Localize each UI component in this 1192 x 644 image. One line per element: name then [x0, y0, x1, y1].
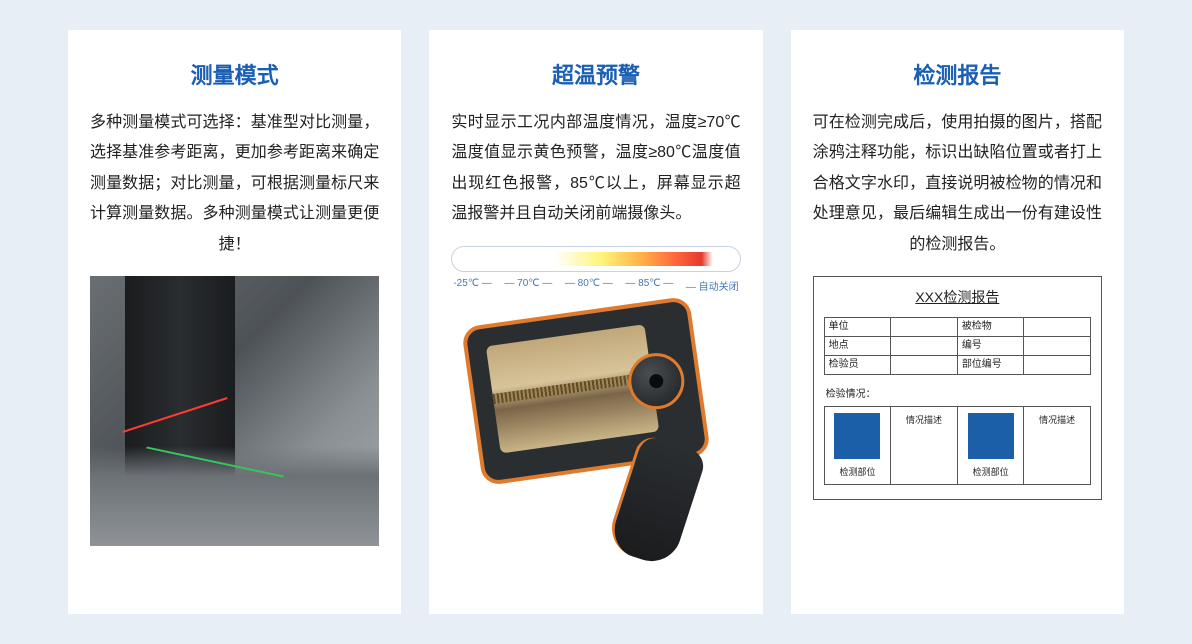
card-title: 超温预警 — [451, 58, 740, 90]
inspection-device-image — [451, 301, 740, 531]
card-title: 测量模式 — [90, 58, 379, 90]
table-row: 地点 编号 — [824, 336, 1090, 355]
card-inspection-report: 检测报告 可在检测完成后，使用拍摄的图片，搭配涂鸦注释功能，标识出缺陷位置或者打… — [791, 30, 1124, 614]
info-value — [891, 317, 958, 336]
temp-label: 80℃ — [565, 278, 613, 293]
temperature-bar-frame — [451, 246, 740, 272]
red-measure-line — [122, 397, 227, 433]
card-image-area: XXX检测报告 单位 被检物 地点 编号 检验员 — [813, 276, 1102, 594]
report-section-label: 检验情况： — [826, 385, 1091, 400]
card-measurement-mode: 测量模式 多种测量模式可选择：基准型对比测量，选择基准参考距离，更加参考距离来确… — [68, 30, 401, 614]
temp-label: 85℃ — [625, 278, 673, 293]
card-body: 实时显示工况内部温度情况，温度≥70℃温度值显示黄色预警，温度≥80℃温度值出现… — [451, 108, 740, 230]
card-image-area: -25℃ 70℃ 80℃ 85℃ 自动关闭 — [451, 246, 740, 594]
table-row: 检测部位 情况描述 检测部位 情况描述 — [824, 406, 1090, 484]
info-label: 地点 — [824, 336, 891, 355]
info-label: 检验员 — [824, 355, 891, 374]
inspect-photo-swatch — [968, 413, 1014, 459]
table-row: 单位 被检物 — [824, 317, 1090, 336]
report-info-table: 单位 被检物 地点 编号 检验员 部位编号 — [824, 317, 1091, 375]
report-inspection-table: 检测部位 情况描述 检测部位 情况描述 — [824, 406, 1091, 485]
info-value — [891, 355, 958, 374]
inspect-part-label: 检测部位 — [962, 465, 1020, 478]
temp-label: 70℃ — [504, 278, 552, 293]
card-title: 检测报告 — [813, 58, 1102, 90]
cards-container: 测量模式 多种测量模式可选择：基准型对比测量，选择基准参考距离，更加参考距离来确… — [0, 0, 1192, 644]
card-body: 可在检测完成后，使用拍摄的图片，搭配涂鸦注释功能，标识出缺陷位置或者打上合格文字… — [813, 108, 1102, 260]
measurement-photo — [90, 276, 379, 546]
info-label: 单位 — [824, 317, 891, 336]
temp-label: -25℃ — [453, 278, 491, 293]
report-document: XXX检测报告 单位 被检物 地点 编号 检验员 — [813, 276, 1102, 500]
card-temperature-warning: 超温预警 实时显示工况内部温度情况，温度≥70℃温度值显示黄色预警，温度≥80℃… — [429, 30, 762, 614]
card-body: 多种测量模式可选择：基准型对比测量，选择基准参考距离，更加参考距离来确定测量数据… — [90, 108, 379, 260]
report-doc-title: XXX检测报告 — [824, 287, 1091, 307]
temperature-gradient-bar — [457, 252, 734, 266]
info-value — [1024, 336, 1091, 355]
info-label: 部位编号 — [957, 355, 1024, 374]
info-label: 编号 — [957, 336, 1024, 355]
inspect-desc-head: 情况描述 — [1024, 406, 1091, 484]
inspect-part-label: 检测部位 — [829, 465, 887, 478]
info-value — [891, 336, 958, 355]
info-value — [1024, 317, 1091, 336]
inspect-cell: 检测部位 — [957, 406, 1024, 484]
temperature-scale-labels: -25℃ 70℃ 80℃ 85℃ 自动关闭 — [451, 276, 740, 293]
inspect-desc-head: 情况描述 — [891, 406, 958, 484]
info-value — [1024, 355, 1091, 374]
temperature-block: -25℃ 70℃ 80℃ 85℃ 自动关闭 — [451, 246, 740, 531]
temp-label: 自动关闭 — [686, 278, 739, 293]
inspect-photo-swatch — [834, 413, 880, 459]
table-row: 检验员 部位编号 — [824, 355, 1090, 374]
info-label: 被检物 — [957, 317, 1024, 336]
card-image-area — [90, 276, 379, 594]
green-measure-line — [146, 446, 283, 477]
inspect-cell: 检测部位 — [824, 406, 891, 484]
